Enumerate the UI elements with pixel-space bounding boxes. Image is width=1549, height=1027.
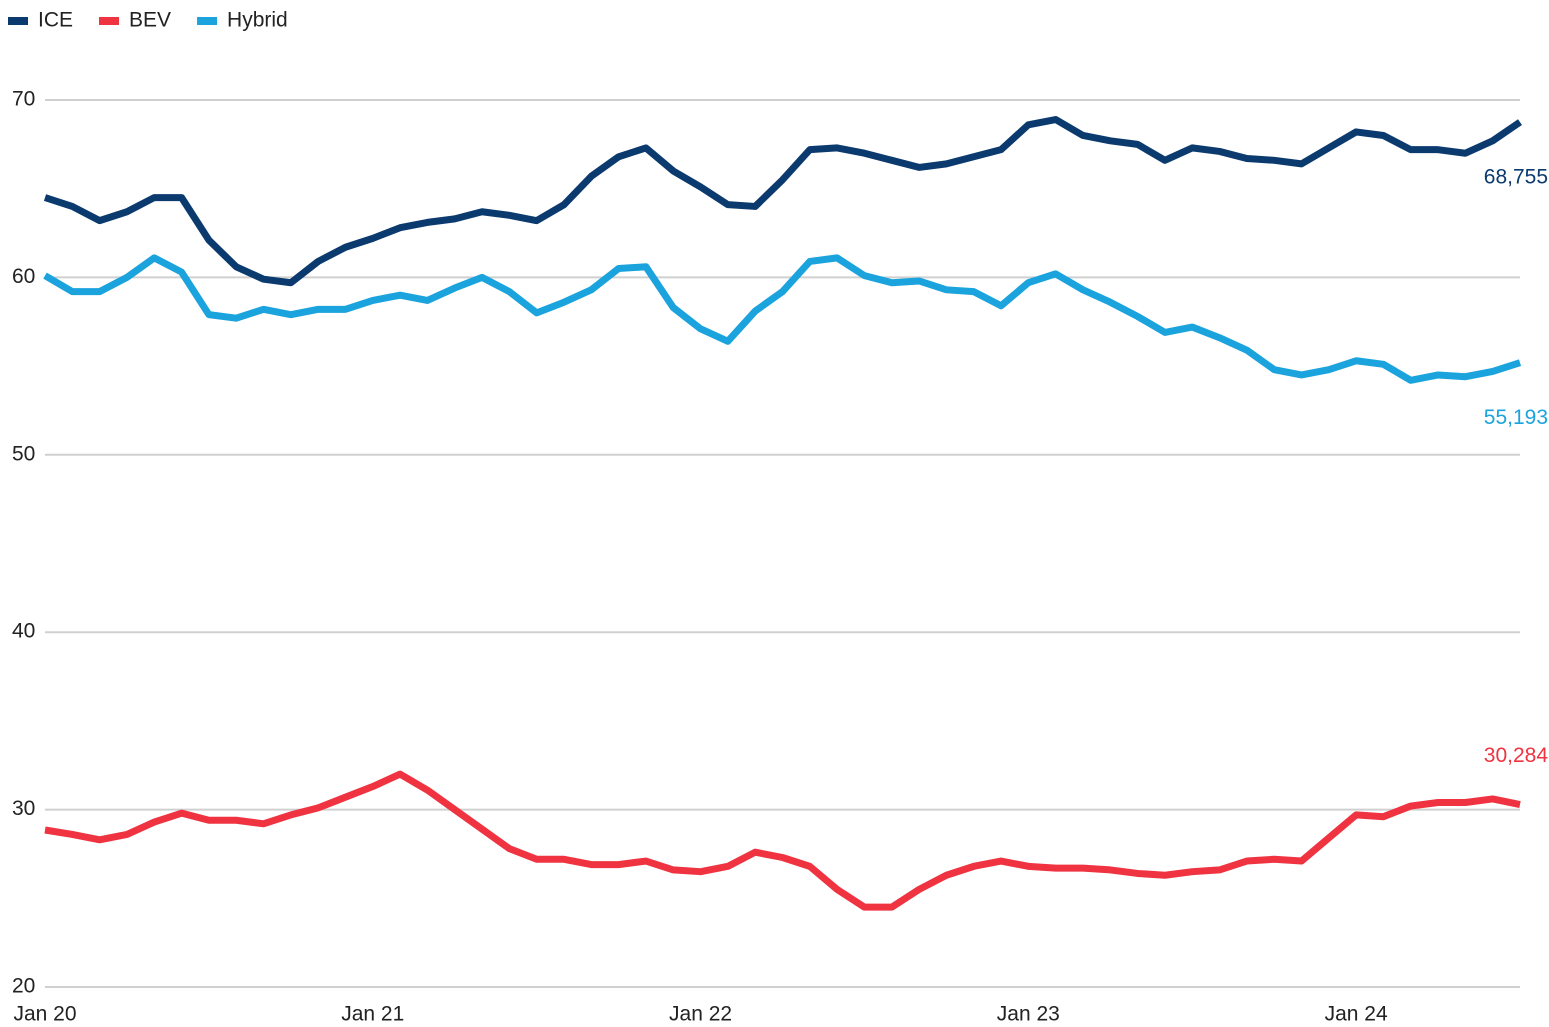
legend-swatch	[99, 17, 120, 25]
series-line	[44, 770, 1521, 911]
end-label: 30,284	[1484, 744, 1549, 767]
series-line	[43, 254, 1522, 384]
legend-swatch	[197, 17, 218, 25]
legend-label: BEV	[129, 9, 171, 32]
legend-label: Hybrid	[227, 9, 288, 32]
x-tick-label: Jan 24	[1325, 1003, 1388, 1026]
y-tick-label: 20	[12, 975, 35, 998]
y-tick-label: 40	[12, 620, 35, 643]
x-tick-label: Jan 23	[997, 1003, 1060, 1026]
end-label: 68,755	[1484, 166, 1548, 189]
y-tick-label: 70	[12, 88, 35, 111]
y-tick-label: 50	[12, 442, 35, 465]
legend-swatch	[8, 17, 28, 25]
x-tick-label: Jan 22	[669, 1003, 732, 1026]
legend-label: ICE	[38, 9, 73, 32]
x-tick-label: Jan 21	[341, 1003, 404, 1026]
y-tick-label: 60	[12, 265, 35, 288]
series-line	[43, 116, 1522, 287]
end-label: 55,193	[1484, 406, 1548, 429]
x-tick-label: Jan 20	[13, 1003, 76, 1026]
y-tick-label: 30	[12, 797, 35, 820]
